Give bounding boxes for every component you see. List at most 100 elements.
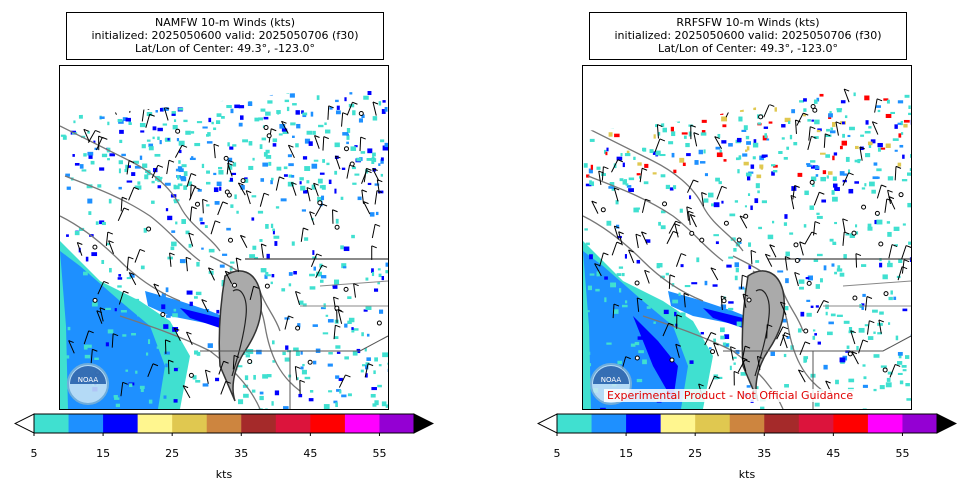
wind-shading-cell <box>816 97 820 102</box>
wind-barb-flag <box>794 185 800 188</box>
wind-shading-cell <box>677 120 680 123</box>
coastline <box>64 175 201 262</box>
wind-shading-cell <box>860 134 865 137</box>
wind-barb <box>186 173 192 187</box>
wind-shading-cell <box>107 158 110 161</box>
wind-shading-cell <box>164 182 171 186</box>
wind-barb-flag <box>288 315 294 319</box>
wind-shading-cell <box>177 175 180 180</box>
wind-shading-cell <box>382 145 388 151</box>
wind-shading-cell <box>219 186 222 191</box>
wind-barb <box>306 187 311 202</box>
wind-barb-flag <box>253 285 259 289</box>
wind-shading-cell <box>901 365 907 368</box>
wind-shading-cell <box>832 183 838 188</box>
calm-wind-circle <box>343 286 349 292</box>
wind-shading-cell <box>806 299 811 302</box>
wind-shading-cell <box>822 170 827 175</box>
wind-shading-cell <box>378 273 382 278</box>
wind-barb <box>720 295 723 311</box>
wind-shading-cell <box>867 141 873 146</box>
wind-barb-flag <box>353 283 359 287</box>
wind-shading-cell <box>901 179 908 182</box>
wind-barb-flag <box>825 380 831 384</box>
noaa-logo: NOAA <box>590 363 632 405</box>
wind-shading-cell <box>286 106 290 112</box>
wind-shading-cell <box>608 186 614 189</box>
wind-barb <box>346 164 351 179</box>
calm-wind-circle <box>232 282 238 288</box>
wind-shading-cell <box>201 163 205 169</box>
wind-shading-cell <box>600 407 606 409</box>
wind-shading-cell <box>344 356 349 360</box>
wind-barb <box>151 165 159 179</box>
wind-shading-cell <box>623 179 628 183</box>
wind-shading-cell <box>348 317 355 323</box>
wind-barb-flag <box>603 252 609 256</box>
wind-shading-cell <box>856 345 859 351</box>
wind-shading-cell <box>797 328 802 333</box>
wind-barb <box>713 342 719 357</box>
wind-barb <box>287 144 295 159</box>
wind-shading-cell <box>339 389 342 394</box>
wind-shading-cell <box>837 265 841 271</box>
wind-shading-cell <box>313 159 319 162</box>
wind-shading-cell <box>816 129 821 133</box>
wind-shading-cell <box>665 184 671 190</box>
wind-shading-cell <box>726 264 732 268</box>
wind-shading-cell <box>835 379 839 385</box>
wind-shading-cell <box>347 320 352 324</box>
wind-shading-cell <box>701 119 707 123</box>
wind-barb-flag <box>367 363 374 367</box>
wind-shading-cell <box>861 187 866 190</box>
wind-shading-cell <box>784 305 789 311</box>
wind-barb <box>871 121 879 135</box>
wind-shading-cell <box>665 272 669 276</box>
colorbar-swatch <box>695 414 731 433</box>
wind-barb-flag <box>335 155 341 159</box>
wind-shading-cell <box>341 167 346 170</box>
wind-shading-cell <box>905 383 910 387</box>
wind-shading-cell <box>708 347 712 350</box>
wind-shading-cell <box>811 119 814 122</box>
wind-shading-cell <box>600 329 605 333</box>
colorbar-swatch <box>867 414 903 433</box>
wind-shading-cell <box>671 131 676 137</box>
wind-shading-cell <box>806 163 811 166</box>
wind-shading-cell <box>883 98 889 101</box>
wind-barb <box>111 333 114 348</box>
wind-barb-flag <box>186 331 192 335</box>
wind-shading-cell <box>207 343 213 348</box>
wind-shading-cell <box>828 321 834 325</box>
wind-shading-cell <box>671 152 675 158</box>
noaa-logo: NOAA <box>67 363 109 405</box>
wind-shading-cell <box>338 377 343 382</box>
wind-barb <box>701 192 705 207</box>
wind-shading-cell <box>757 190 760 194</box>
wind-barb <box>794 272 799 287</box>
wind-shading-cell <box>344 97 347 102</box>
wind-shading-cell <box>126 277 132 280</box>
wind-shading-cell <box>621 272 625 277</box>
wind-shading-cell <box>245 354 251 358</box>
wind-shading-cell <box>644 163 649 168</box>
wind-shading-cell <box>660 275 665 279</box>
wind-shading-cell <box>868 126 872 129</box>
wind-shading-cell <box>871 189 876 194</box>
wind-barb <box>865 296 868 311</box>
wind-barb <box>315 265 323 279</box>
wind-shading-cell <box>660 122 665 127</box>
wind-shading-cell <box>332 284 338 289</box>
wind-shading-cell <box>636 259 641 264</box>
wind-barb <box>169 252 172 267</box>
calm-wind-circle <box>240 178 246 184</box>
wind-barb <box>128 187 135 201</box>
wind-barb-flag <box>102 136 108 140</box>
wind-shading-cell <box>652 151 656 155</box>
wind-barb <box>687 211 691 226</box>
wind-shading-cell <box>902 369 907 372</box>
wind-barb <box>239 235 248 248</box>
wind-shading-cell <box>893 296 897 300</box>
wind-shading-cell <box>311 184 316 190</box>
wind-shading-cell <box>218 166 223 170</box>
